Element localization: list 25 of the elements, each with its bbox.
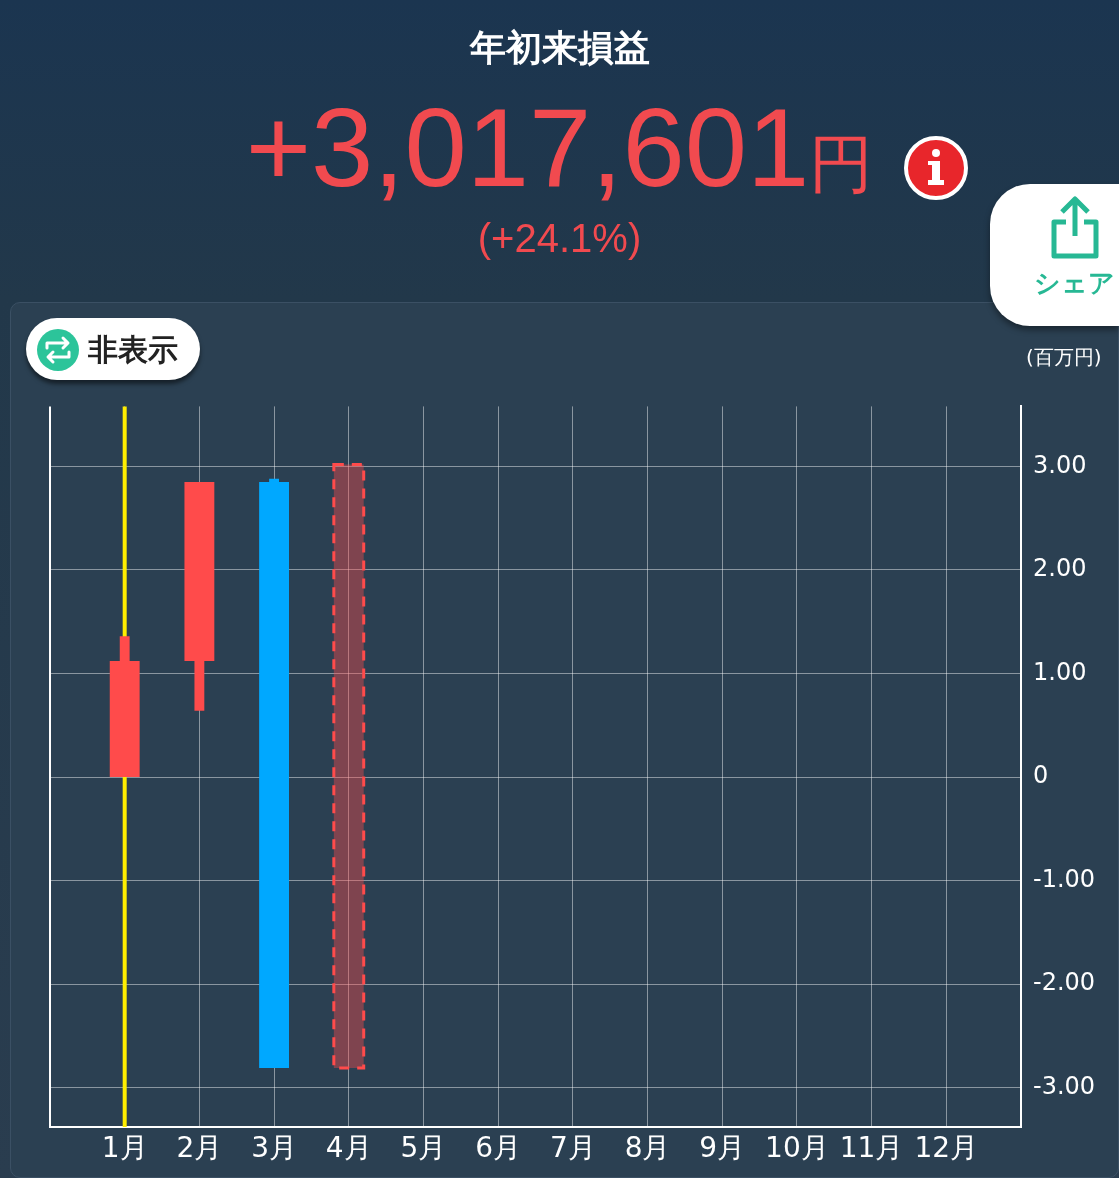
x-tick-label: 9月 bbox=[699, 1131, 746, 1165]
text: シェア bbox=[1034, 267, 1115, 300]
x-tick-label: 10月 bbox=[765, 1131, 829, 1165]
y-tick-label: 2.00 bbox=[1033, 554, 1087, 583]
x-tick-label: 5月 bbox=[400, 1131, 447, 1165]
text: 非表示 bbox=[88, 331, 178, 369]
x-tick-label: 12月 bbox=[914, 1131, 979, 1165]
x-tick-label: 11月 bbox=[839, 1131, 904, 1165]
x-tick-label: 3月 bbox=[251, 1131, 297, 1165]
y-axis-title: (百万円) bbox=[1026, 344, 1102, 371]
chart-subtitle: +3,017,601円 bbox=[245, 85, 874, 210]
x-tick-label: 7月 bbox=[549, 1131, 596, 1165]
y-tick-label: -3.00 bbox=[1033, 1071, 1096, 1100]
x-tick-label: 2月 bbox=[176, 1131, 223, 1165]
chart-title: 年初来損益 bbox=[468, 26, 651, 70]
x-tick-label: 4月 bbox=[325, 1131, 372, 1165]
y-tick-label: -1.00 bbox=[1033, 864, 1096, 893]
y-tick-label: 3.00 bbox=[1033, 450, 1087, 479]
y-tick-label: -2.00 bbox=[1033, 968, 1096, 997]
x-tick-label: 6月 bbox=[475, 1131, 522, 1165]
x-tick-label: 8月 bbox=[624, 1131, 671, 1165]
y-tick-label: 0 bbox=[1033, 761, 1049, 790]
x-tick-label: 1月 bbox=[101, 1131, 148, 1165]
text: (+24.1%) bbox=[476, 216, 643, 261]
y-tick-label: 1.00 bbox=[1033, 657, 1087, 686]
